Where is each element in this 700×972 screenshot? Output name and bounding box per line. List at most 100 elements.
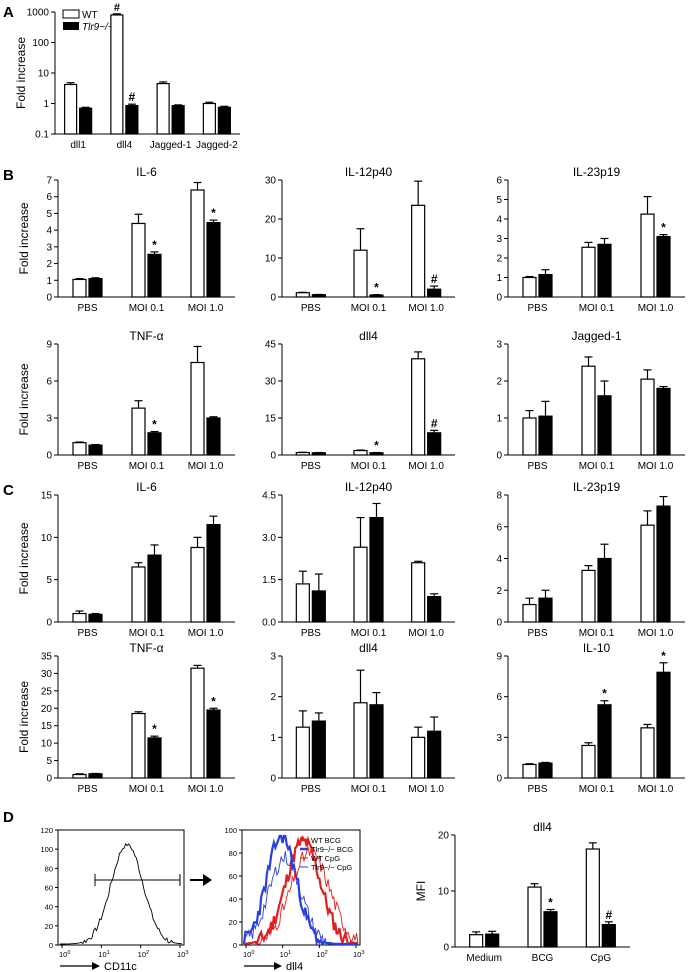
- y-tick-label: 20: [438, 831, 450, 842]
- bar-wt: [72, 773, 87, 779]
- y-tick-label: 45: [265, 340, 277, 351]
- bar-tlr9-ko: [538, 273, 553, 298]
- bar-wt: [190, 546, 205, 623]
- legend-swatch-wt: [62, 9, 80, 19]
- y-tick-label: 0: [270, 774, 276, 785]
- bar-tlr9-ko: [597, 243, 612, 298]
- chart-b-dll4: 0 15 30 45 dll4 PBS * MOI 0.1 # MOI 1.0: [265, 329, 455, 472]
- bar-tlr9-ko: [427, 432, 442, 456]
- y-tick-label: 100: [32, 38, 49, 49]
- bar-tlr9-ko: [147, 554, 162, 623]
- x-tick-label: MOI 0.1: [579, 628, 615, 639]
- bar-tlr9-ko: [125, 105, 139, 135]
- y-tick-label: 2: [46, 259, 52, 270]
- x-tick-label: PBS: [527, 461, 547, 472]
- x-tick-label: PBS: [77, 461, 97, 472]
- significance-marker: #: [114, 2, 120, 14]
- hist2-legend-label: Tlr9−/− BCG: [311, 845, 353, 854]
- bar-tlr9-ko: [88, 444, 103, 456]
- x-tick-label: MOI 0.1: [351, 461, 387, 472]
- y-tick-label: 30: [265, 377, 277, 388]
- hist1-curve: [60, 843, 182, 945]
- significance-marker: *: [152, 418, 157, 432]
- y-tick-label: 1000: [27, 8, 50, 19]
- chart-b-il6: 0 1 2 3 4 5 6 7 IL-6 Fold increase PBS * MOI 0.1 * MOI…: [17, 165, 235, 314]
- significance-marker: *: [602, 687, 607, 701]
- x-tick-label: 102: [316, 950, 327, 959]
- bar-tlr9-ko: [311, 294, 326, 298]
- bar-tlr9-ko: [538, 597, 553, 623]
- y-axis-label: Fold increase: [17, 202, 31, 274]
- chart-title: IL-6: [136, 480, 157, 494]
- x-tick-label: PBS: [77, 784, 97, 795]
- bar-wt: [64, 83, 78, 135]
- y-tick-label: 0: [270, 293, 276, 304]
- y-tick-label: 0: [233, 941, 237, 950]
- bar-tlr9-ko: [597, 557, 612, 623]
- x-tick-label: dll1: [70, 140, 86, 151]
- bar-tlr9-ko: [485, 933, 500, 948]
- chart-c-tnfa: 0 5 10 15 20 25 30 35 TNF-α Fold increase PBS * MOI …: [17, 641, 235, 795]
- x-tick-label: CpG: [591, 953, 612, 964]
- x-tick-label: Jagged-2: [196, 140, 238, 151]
- bar-wt: [522, 417, 537, 456]
- y-tick-label: 30: [265, 176, 277, 187]
- legend-label-wt: WT: [82, 10, 98, 21]
- bar-tlr9-ko: [206, 524, 221, 623]
- legend-label-ko: Tlr9−/−: [82, 22, 114, 33]
- bar-tlr9-ko: [538, 762, 553, 779]
- hist2-trace-3: [244, 846, 359, 945]
- y-tick-label: 2: [496, 377, 502, 388]
- x-tick-label: MOI 0.1: [129, 784, 165, 795]
- significance-marker: *: [374, 439, 379, 453]
- y-axis-label: Fold increase: [17, 681, 31, 753]
- x-tick-label: MOI 1.0: [638, 784, 674, 795]
- bar-wt: [190, 361, 205, 456]
- y-tick-label: 3: [46, 242, 52, 253]
- bar-tlr9-ko: [206, 709, 221, 779]
- bar-wt: [131, 566, 146, 623]
- bar-tlr9-ko: [597, 395, 612, 456]
- x-tick-label: MOI 1.0: [188, 628, 224, 639]
- x-tick-label: 102: [138, 950, 149, 959]
- y-tick-label: 1: [496, 273, 502, 284]
- bar-tlr9-ko: [601, 923, 616, 948]
- bar-wt: [581, 569, 596, 623]
- bar-wt: [411, 562, 426, 623]
- bar-wt: [72, 278, 87, 298]
- x-tick-label: 100: [243, 950, 254, 959]
- bar-tlr9-ko: [147, 737, 162, 779]
- x-tick-label: PBS: [301, 461, 321, 472]
- bar-wt: [190, 189, 205, 298]
- bar-tlr9-ko: [427, 288, 442, 298]
- y-tick-label: 3: [496, 733, 502, 744]
- chart-title: Jagged-1: [571, 329, 621, 343]
- y-tick-label: 0: [49, 941, 53, 950]
- y-tick-label: 5: [46, 575, 52, 586]
- bar-tlr9-ko: [217, 106, 231, 135]
- chart-d-mfi: 0 10 20 dll4 MFI Medium * BCG # CpG: [414, 820, 630, 964]
- y-axis-label: MFI: [414, 881, 428, 902]
- bar-wt: [411, 358, 426, 456]
- bar-tlr9-ko: [538, 415, 553, 456]
- bar-tlr9-ko: [79, 107, 93, 135]
- y-tick-label: 60: [229, 872, 237, 881]
- y-tick-label: 0: [46, 293, 52, 304]
- y-tick-label: 4.5: [262, 491, 276, 502]
- y-tick-label: 1.5: [262, 575, 276, 586]
- legend-swatch-ko: [63, 22, 79, 30]
- y-tick-label: 9: [46, 340, 52, 351]
- bar-wt: [522, 603, 537, 623]
- bar-wt: [581, 365, 596, 456]
- bar-wt: [295, 451, 310, 456]
- gate-to-dll4-arrow: [190, 874, 212, 886]
- bar-wt: [411, 204, 426, 298]
- bar-wt: [640, 727, 655, 779]
- bar-tlr9-ko: [147, 432, 162, 456]
- significance-marker: #: [431, 272, 438, 286]
- x-tick-label: 100: [59, 950, 70, 959]
- hist2-xlabel: dll4: [286, 961, 303, 972]
- panel-a-legend: WT Tlr9−/−: [62, 9, 114, 33]
